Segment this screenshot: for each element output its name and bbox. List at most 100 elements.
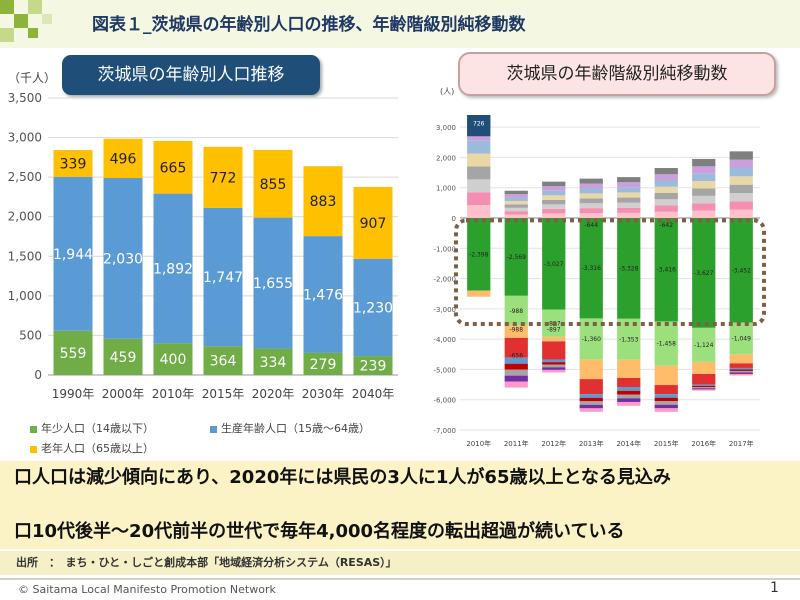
bar-segment (467, 115, 491, 137)
legend-item: 老年人口（65歳以上） (30, 440, 154, 456)
y-axis-label: (人) (440, 87, 454, 96)
bar-segment (153, 193, 193, 344)
y-tick-label: 1,000 (436, 185, 456, 193)
data-label: 1,230 (353, 300, 393, 316)
y-tick-label: 2,000 (8, 210, 42, 224)
y-tick-label: 3,500 (8, 91, 42, 105)
y-tick-label: 2,500 (8, 170, 42, 184)
bar-segment (467, 153, 491, 167)
bar-segment (692, 388, 716, 390)
bar-segment (692, 166, 716, 174)
bar-segment (654, 168, 678, 175)
y-tick-label: -6,000 (433, 397, 456, 405)
bar-segment (253, 149, 293, 218)
bar-segment (654, 193, 678, 200)
bar-segment (542, 190, 566, 196)
bar-segment (504, 369, 528, 376)
header-bar: 図表１_茨城県の年齢別人口の推移、年齢階級別純移動数 (0, 0, 800, 48)
bar-segment (729, 369, 753, 371)
bar-segment (654, 385, 678, 395)
bar-segment (654, 394, 678, 398)
data-label: -988 (509, 327, 523, 334)
bar-segment (504, 325, 528, 338)
bar-segment (729, 322, 753, 355)
bar-segment (579, 218, 603, 319)
bar-segment (504, 194, 528, 198)
bar-segment (692, 218, 716, 328)
bar-segment (729, 367, 753, 370)
data-label: -3,328 (619, 265, 639, 272)
bar-segment (542, 181, 566, 187)
bar-segment (617, 218, 641, 319)
bar-segment (504, 204, 528, 208)
data-label: -3,627 (694, 270, 714, 277)
data-label: -644 (584, 222, 598, 229)
y-axis-label: （千人） (8, 71, 56, 85)
y-tick-label: 2,000 (436, 154, 456, 162)
bar-segment (303, 352, 343, 375)
x-tick-label: 2000年 (102, 387, 145, 400)
source-note: 出所 ： まち・ひと・しごと創成本部「地域経済分析システム（RESAS）」 (0, 551, 800, 575)
x-tick-label: 2012年 (541, 439, 566, 448)
y-tick-label: 3,000 (8, 131, 42, 145)
y-tick-label: 500 (19, 328, 42, 342)
bar-segment (579, 198, 603, 204)
decoration-squares-icon (0, 0, 52, 42)
x-tick-label: 2010年 (152, 387, 195, 400)
page-number: 1 (770, 580, 779, 596)
bar-segment (103, 138, 143, 179)
bar-segment (504, 214, 528, 218)
bar-segment (542, 369, 566, 373)
bar-segment (103, 338, 143, 375)
bar-segment (729, 151, 753, 160)
bar-segment (579, 203, 603, 209)
data-label: 459 (110, 350, 137, 366)
bar-segment (504, 190, 528, 195)
bar-segment (729, 370, 753, 373)
bar-segment (692, 173, 716, 182)
bar-segment (467, 179, 491, 193)
bar-segment (729, 168, 753, 177)
data-label: 665 (160, 160, 187, 176)
data-label: -988 (509, 308, 523, 315)
bar-segment (579, 394, 603, 398)
bar-segment (617, 377, 641, 388)
data-label: -3,452 (732, 267, 752, 274)
bar-segment (542, 204, 566, 209)
left-chart-title: 茨城県の年齢別人口推移 (62, 55, 320, 95)
bar-segment (542, 341, 566, 360)
data-label: -642 (659, 222, 673, 229)
bar-segment (617, 197, 641, 203)
bar-segment (579, 379, 603, 395)
bar-segment (579, 404, 603, 409)
data-label: -3,416 (657, 267, 677, 274)
x-tick-label: 2016年 (691, 439, 716, 448)
bar-segment (504, 200, 528, 205)
summary-bullet-1: 口人口は減少傾向にあり、2020年には県民の3人に1人が65歳以上となる見込み (14, 467, 671, 488)
bar-segment (654, 174, 678, 181)
x-tick-label: 2015年 (202, 387, 245, 400)
legend-item: 生産年齢人口（15歳～64歳） (210, 420, 370, 436)
y-tick-label: -1,000 (433, 245, 456, 253)
bar-segment (617, 394, 641, 399)
bar-segment (729, 209, 753, 218)
bar-segment (542, 213, 566, 218)
data-label: 239 (360, 359, 387, 375)
bar-segment (729, 363, 753, 368)
x-tick-label: 2040年 (352, 387, 395, 400)
bar-segment (203, 146, 243, 208)
bar-segment (692, 384, 716, 386)
bar-segment (617, 187, 641, 193)
bar-segment (579, 183, 603, 189)
bar-segment (579, 397, 603, 402)
legend-label: 生産年齢人口（15歳～64歳） (221, 422, 370, 435)
bar-segment (617, 402, 641, 406)
data-label: -897 (547, 327, 561, 334)
bar-segment (617, 387, 641, 391)
bar-segment (729, 193, 753, 202)
data-label: -3,027 (544, 261, 564, 268)
legend-label: 年少人口（14歳以下） (41, 422, 154, 435)
data-label: 1,892 (153, 261, 193, 277)
legend-item: 年少人口（14歳以下） (30, 420, 154, 436)
bar-segment (654, 186, 678, 194)
